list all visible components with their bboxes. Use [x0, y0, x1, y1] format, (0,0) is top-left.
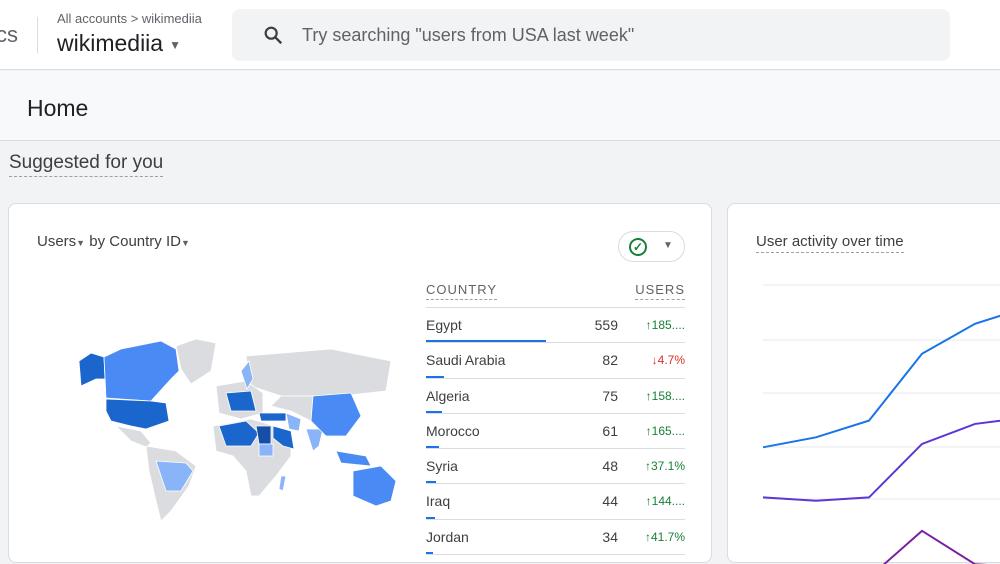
column-header-users[interactable]: USERS — [635, 282, 685, 300]
users-value: 48 — [602, 458, 618, 475]
table-row[interactable]: Egypt 559 ↑185.... — [426, 308, 685, 344]
series-line-0 — [762, 314, 1000, 449]
product-name: cs — [0, 22, 18, 47]
country-name: Syria — [426, 458, 458, 475]
change-value: ↑165.... — [645, 423, 685, 438]
column-header-country[interactable]: COUNTRY — [426, 282, 498, 300]
world-map[interactable] — [1, 1, 421, 564]
users-value: 82 — [602, 352, 618, 369]
search-icon — [264, 26, 283, 45]
share-bar — [426, 340, 546, 343]
map-region-brazil — [155, 460, 194, 492]
map-region-central-asia — [270, 395, 314, 422]
table-row[interactable]: Saudi Arabia 82 ↓4.7% — [426, 343, 685, 379]
check-circle-icon: ✓ — [629, 238, 647, 256]
users-value: 559 — [594, 317, 618, 333]
arrow-up-icon: ↑ — [644, 459, 651, 474]
country-name: Algeria — [426, 387, 470, 404]
table-row[interactable]: Syria 48 ↑37.1% — [426, 449, 685, 485]
user-activity-card: User activity over time — [727, 203, 1000, 564]
arrow-up-icon: ↑ — [644, 529, 651, 544]
map-region-central-america — [114, 425, 152, 448]
country-name: Egypt — [426, 317, 462, 333]
chevron-down-icon: ▼ — [663, 240, 673, 251]
change-value: ↑158.... — [645, 388, 685, 403]
share-bar — [426, 481, 437, 484]
account-selector[interactable]: wikimediia ▼ — [57, 30, 181, 57]
chevron-down-icon: ▼ — [169, 37, 181, 52]
caret-down-icon: ▼ — [180, 238, 190, 248]
users-value: 75 — [602, 387, 618, 404]
search-input[interactable] — [302, 9, 922, 61]
metric-selector[interactable]: Users▼ — [37, 233, 86, 250]
card-title: Users▼ by Country ID▼ — [37, 233, 190, 250]
map-region-north-africa — [218, 420, 260, 447]
map-region-australia — [352, 465, 397, 507]
map-region-sudan — [258, 443, 274, 457]
change-value: ↓4.7% — [651, 353, 685, 368]
share-bar — [426, 410, 443, 413]
arrow-up-icon: ↑ — [645, 494, 652, 509]
top-bar: cs All accounts > wikimediia wikimediia ▼ — [0, 0, 1000, 70]
country-name: Morocco — [426, 422, 480, 439]
users-value: 44 — [602, 493, 618, 510]
breadcrumb[interactable]: All accounts > wikimediia — [57, 11, 202, 26]
table-row[interactable]: Algeria 75 ↑158.... — [426, 379, 685, 414]
country-name: Iraq — [426, 493, 451, 510]
country-name: Saudi Arabia — [426, 352, 506, 369]
arrow-up-icon: ↑ — [645, 423, 652, 438]
share-bar — [426, 375, 444, 378]
map-region-madagascar — [278, 475, 287, 492]
map-region-india — [305, 428, 324, 452]
dimension-selector[interactable]: by Country ID▼ — [89, 233, 190, 250]
table-header: COUNTRY USERS — [426, 280, 685, 308]
arrow-up-icon: ↑ — [645, 388, 652, 403]
share-bar — [426, 516, 436, 519]
change-value: ↑144.... — [645, 494, 685, 509]
table-row[interactable]: Morocco 61 ↑165.... — [426, 414, 685, 450]
divider — [37, 17, 38, 53]
page-header: Home — [0, 71, 1000, 141]
users-value: 61 — [602, 422, 618, 439]
share-bar — [426, 446, 440, 449]
search-box[interactable] — [232, 9, 950, 61]
page-title: Home — [27, 95, 89, 121]
series-line-1 — [762, 419, 1000, 502]
card-title[interactable]: User activity over time — [756, 233, 904, 253]
map-region-canada — [103, 340, 180, 402]
arrow-down-icon: ↓ — [651, 353, 658, 368]
map-region-saudi-arabia — [272, 425, 295, 450]
insights-status-button[interactable]: ✓ ▼ — [618, 231, 685, 262]
change-value: ↑37.1% — [644, 459, 685, 474]
change-value: ↑185.... — [645, 318, 685, 332]
map-region-china — [310, 392, 362, 437]
map-region-turkey — [258, 412, 287, 422]
caret-down-icon: ▼ — [76, 238, 86, 248]
country-table: COUNTRY USERS Egypt 559 ↑185.... Saudi A… — [426, 280, 685, 556]
map-region-indonesia — [335, 450, 372, 467]
map-region-france-germany — [225, 390, 257, 412]
map-region-usa — [105, 398, 170, 430]
account-name: wikimediia — [57, 30, 164, 56]
map-region-iran — [285, 412, 302, 432]
section-title: Suggested for you — [9, 152, 164, 177]
users-by-country-card: Users▼ by Country ID▼ ✓ ▼ — [8, 203, 712, 563]
map-region-scandinavia — [240, 360, 254, 390]
table-row[interactable]: Iraq 44 ↑144.... — [426, 484, 685, 520]
arrow-up-icon: ↑ — [645, 318, 652, 332]
map-region-greenland — [175, 338, 217, 385]
series-line-2 — [882, 529, 988, 564]
